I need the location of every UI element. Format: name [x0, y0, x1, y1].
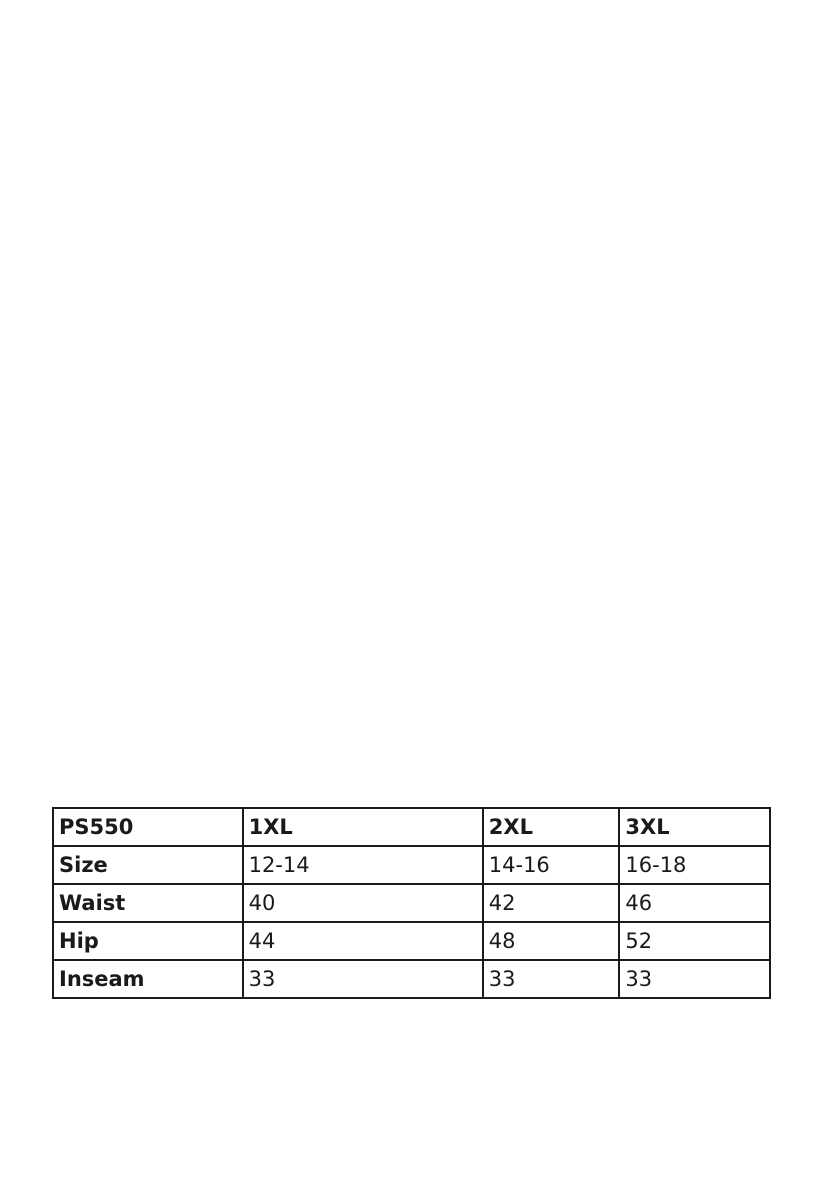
table-cell: 33 — [481, 959, 621, 999]
table-cell: 42 — [481, 883, 621, 923]
size-chart-table: PS550 1XL 2XL 3XL Size 12-14 14-16 16-18… — [52, 807, 771, 999]
table-row: Inseam 33 33 33 — [52, 959, 771, 999]
table-cell: 40 — [241, 883, 484, 923]
table-header-cell: 2XL — [481, 807, 621, 847]
table-cell: 48 — [481, 921, 621, 961]
table-header-cell: PS550 — [52, 807, 244, 847]
table-cell: 52 — [618, 921, 771, 961]
table-cell: 33 — [618, 959, 771, 999]
table-header-cell: 1XL — [241, 807, 484, 847]
table-cell: 14-16 — [481, 845, 621, 885]
table-cell: 12-14 — [241, 845, 484, 885]
table-cell: 33 — [241, 959, 484, 999]
table-row: Waist 40 42 46 — [52, 883, 771, 923]
table-cell: 16-18 — [618, 845, 771, 885]
row-label: Inseam — [52, 959, 244, 999]
row-label: Hip — [52, 921, 244, 961]
table-row: Hip 44 48 52 — [52, 921, 771, 961]
table-header-cell: 3XL — [618, 807, 771, 847]
row-label: Waist — [52, 883, 244, 923]
table-cell: 46 — [618, 883, 771, 923]
table-header-row: PS550 1XL 2XL 3XL — [52, 807, 771, 847]
row-label: Size — [52, 845, 244, 885]
table-cell: 44 — [241, 921, 484, 961]
table-row: Size 12-14 14-16 16-18 — [52, 845, 771, 885]
